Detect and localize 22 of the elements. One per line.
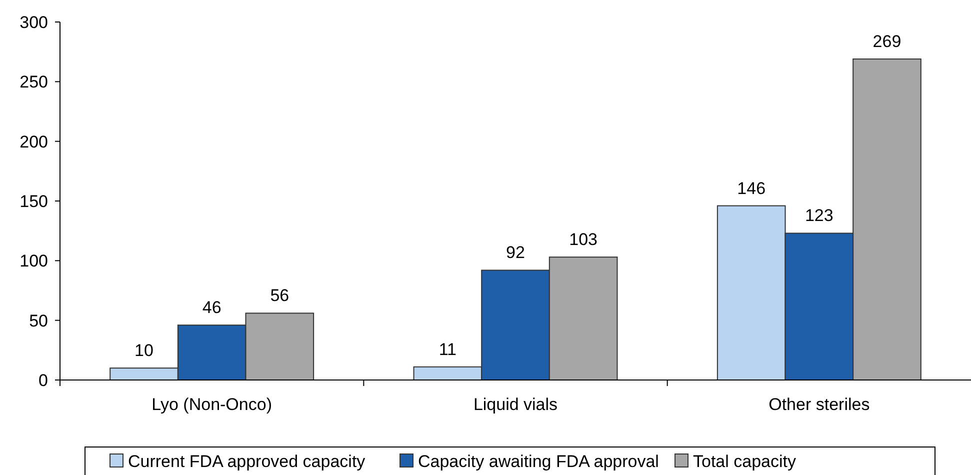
y-tick-label: 250	[20, 72, 48, 92]
data-label: 146	[737, 178, 766, 198]
data-label: 103	[569, 230, 598, 250]
data-label: 46	[202, 298, 222, 318]
y-tick-label: 0	[38, 370, 48, 390]
legend-label: Capacity awaiting FDA approval	[418, 452, 659, 471]
y-tick-label: 150	[20, 192, 48, 211]
x-tick-label: Liquid vials	[473, 395, 558, 414]
data-label: 92	[506, 243, 525, 262]
data-label: 11	[438, 340, 457, 359]
legend-label: Current FDA approved capacity	[128, 452, 366, 471]
data-label: 123	[804, 206, 834, 226]
legend-label: Total capacity	[693, 452, 796, 471]
y-tick-label: 300	[20, 12, 48, 32]
y-tick-label: 100	[20, 252, 48, 271]
y-tick-label: 200	[20, 132, 48, 152]
data-label: 56	[270, 286, 290, 306]
x-tick-label: Other steriles	[768, 395, 870, 414]
data-label: 10	[134, 341, 154, 360]
y-tick-label: 50	[29, 311, 48, 330]
data-label: 269	[872, 32, 902, 51]
x-tick-label: Lyo (Non-Onco)	[152, 395, 272, 414]
